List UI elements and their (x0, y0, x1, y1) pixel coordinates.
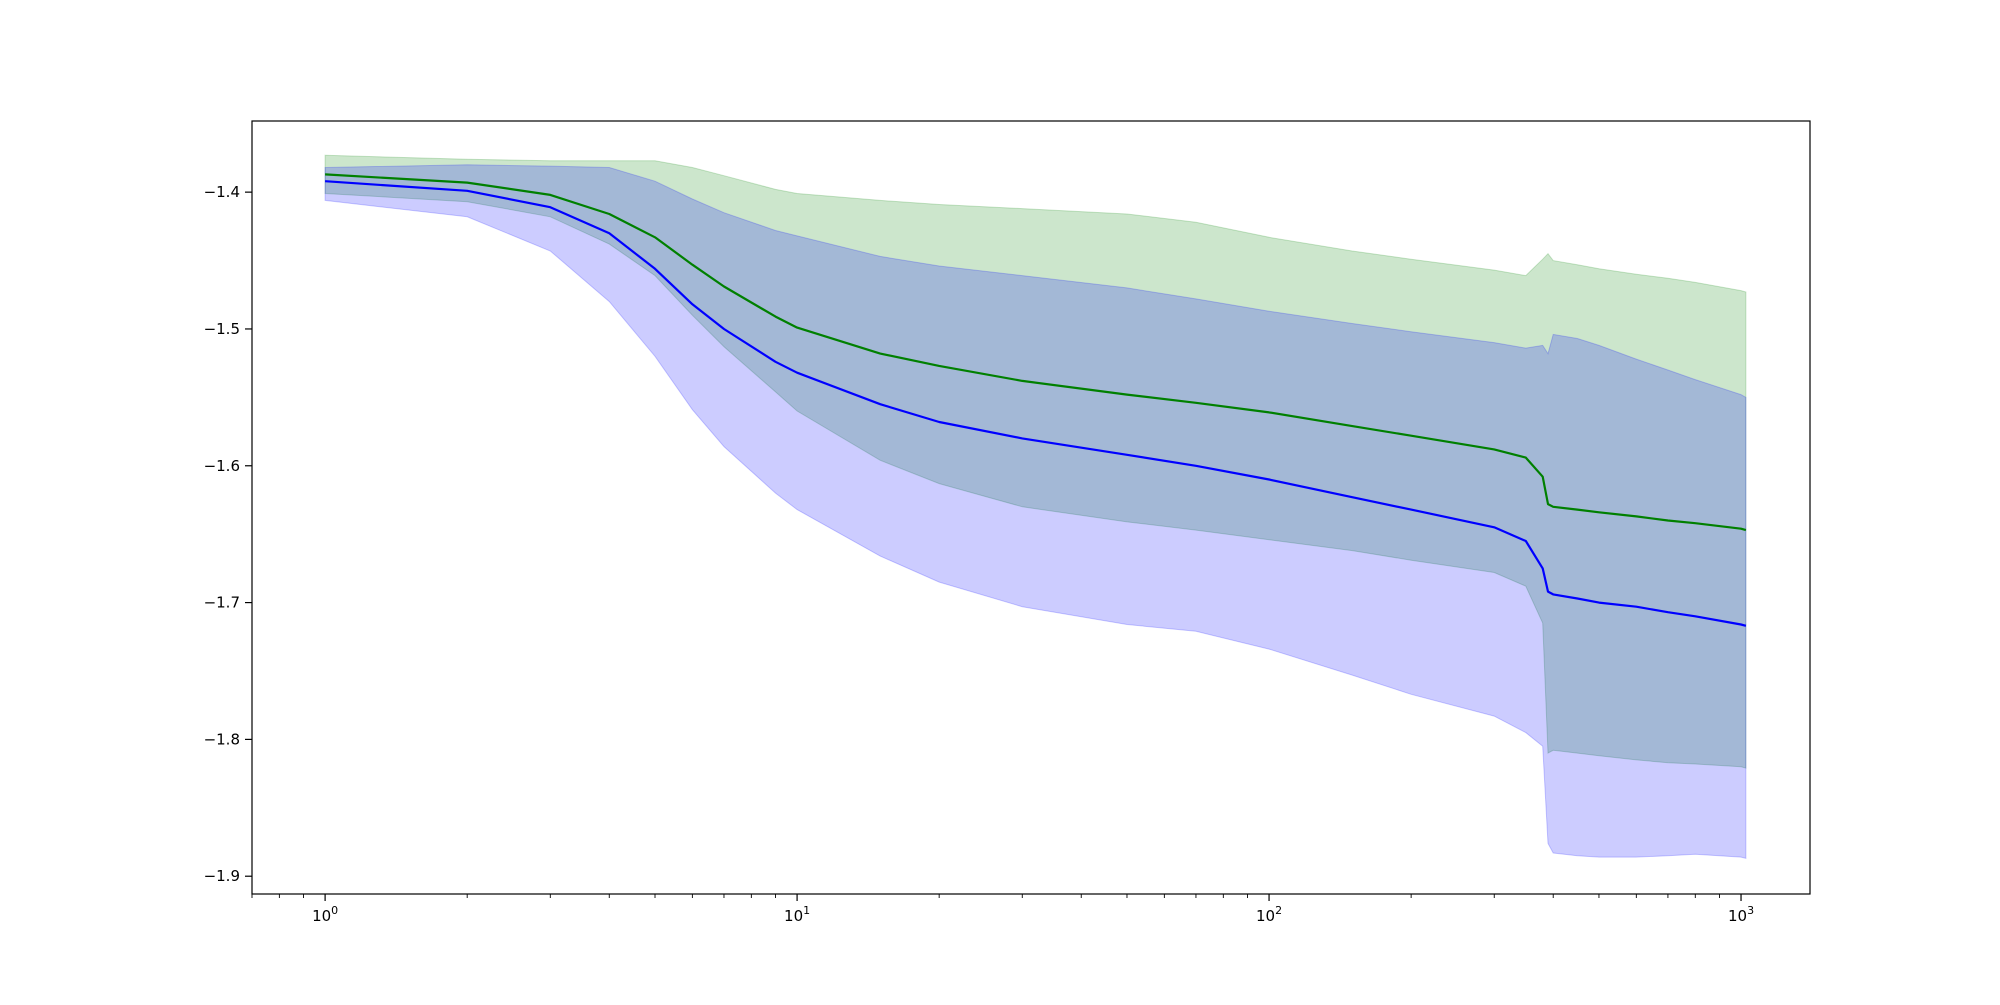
series-1-band (324, 154, 1747, 769)
confidence-bands (324, 154, 1747, 860)
y-tick-label: −1.6 (204, 457, 240, 475)
y-tick-label: −1.4 (204, 183, 240, 201)
series-2-line (325, 180, 1747, 627)
y-tick-label: −1.8 (204, 730, 240, 748)
x-axis: 100 101 102 103 (251, 894, 1754, 925)
y-tick-label: −1.5 (204, 320, 240, 338)
plot-frame (251, 120, 1811, 895)
y-tick-label: −1.9 (204, 867, 240, 885)
x-tick-label: 100 (312, 904, 338, 925)
x-tick-label: 103 (1728, 904, 1754, 925)
x-tick-label: 101 (784, 904, 810, 925)
series-1-line (325, 173, 1747, 532)
y-tick-label: −1.7 (204, 594, 240, 612)
series-2-band (324, 164, 1747, 860)
y-axis: −1.4 −1.5 −1.6 −1.7 −1.8 −1.9 (204, 183, 252, 885)
x-tick-label: 102 (1256, 904, 1282, 925)
series-lines (325, 173, 1747, 627)
